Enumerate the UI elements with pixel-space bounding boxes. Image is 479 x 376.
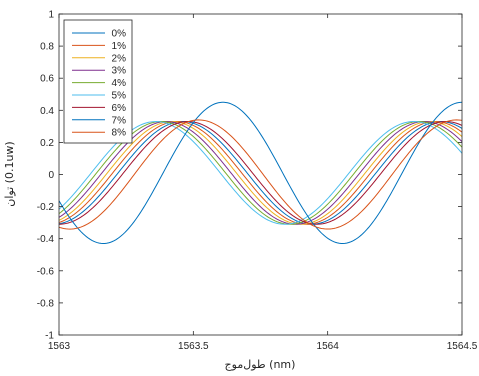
x-axis-label: طول‌موج (nm) — [225, 358, 296, 371]
x-tick-label: 1564.5 — [447, 341, 478, 352]
y-tick-label: 0.2 — [40, 138, 54, 149]
legend-label-1: 0% — [112, 29, 127, 40]
y-tick-label: -0.6 — [37, 266, 55, 277]
y-tick-label: 0 — [48, 170, 54, 181]
y-axis: 1 0.8 0.6 0.4 0.2 0 -0.2 -0.4 -0.6 -0.8 -1 — [37, 10, 462, 342]
series-line-9 — [59, 119, 462, 230]
series-line-8 — [59, 101, 462, 245]
series-line-2 — [59, 121, 462, 225]
y-tick-label: -0.4 — [37, 234, 55, 245]
y-tick-label: 0.8 — [40, 42, 54, 53]
y-tick-label: 0.6 — [40, 74, 54, 85]
legend-label-2: 1% — [112, 41, 127, 52]
series-line-4 — [59, 121, 462, 225]
legend-label-3: 2% — [112, 53, 127, 64]
legend-label-4: 3% — [112, 66, 127, 77]
x-tick-label: 1563.5 — [178, 341, 209, 352]
y-tick-label: -0.2 — [37, 202, 55, 213]
series-line-7 — [59, 121, 462, 225]
legend-label-6: 5% — [112, 91, 127, 102]
legend: 0%1%2% 3%4% 5%6%7% 8% — [63, 19, 133, 144]
legend-label-9: 8% — [112, 128, 127, 139]
series-line-3 — [59, 121, 462, 225]
x-tick-label: 1564 — [317, 341, 340, 352]
x-axis: 1563 1563.5 1564 1564.5 — [48, 14, 478, 352]
legend-label-7: 6% — [112, 103, 127, 114]
series-line-1 — [59, 121, 462, 225]
y-tick-label: 1 — [48, 10, 54, 21]
y-tick-label: -1 — [45, 331, 54, 342]
legend-box — [63, 19, 133, 144]
y-axis-label: توان (0.1uw) — [3, 141, 16, 206]
y-tick-label: 0.4 — [40, 106, 54, 117]
y-tick-label: -0.8 — [37, 298, 55, 309]
legend-label-8: 7% — [112, 115, 127, 126]
legend-label-5: 4% — [112, 78, 127, 89]
x-tick-label: 1563 — [48, 341, 71, 352]
